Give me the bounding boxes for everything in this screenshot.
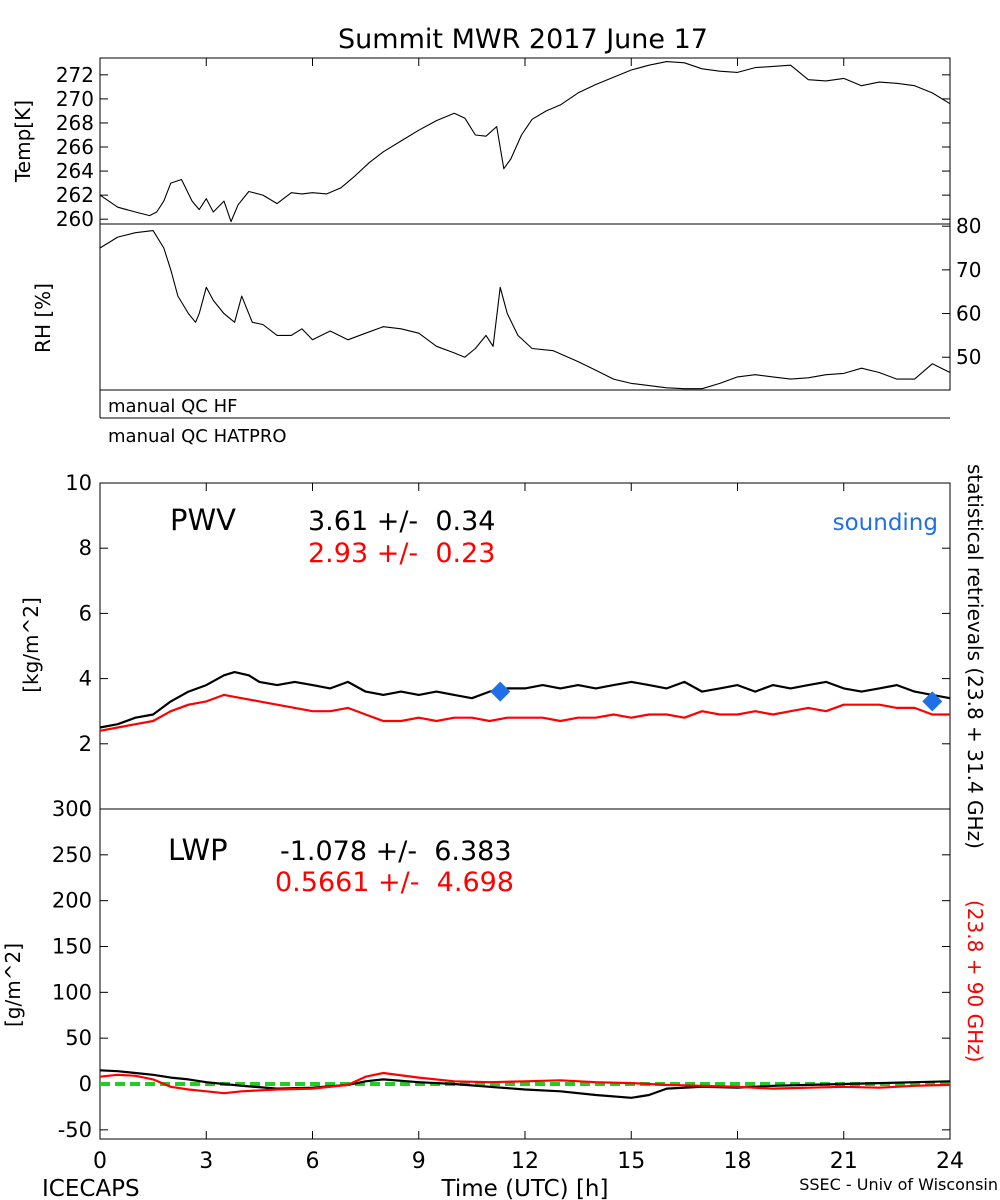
x-tick-label: 9 [412, 1149, 426, 1174]
footer-left: ICECAPS [42, 1176, 140, 1200]
red-series-line [99, 693, 950, 732]
sounding-legend: sounding [833, 510, 938, 536]
y-tick-label: -50 [58, 1118, 92, 1142]
y-tick-label: 50 [956, 345, 981, 369]
lwp-y-label: [g/m^2] [1, 943, 25, 1027]
y-tick-label: 0 [79, 1072, 92, 1096]
x-tick-label: 18 [724, 1149, 752, 1174]
qc-hf-label: manual QC HF [108, 396, 237, 417]
y-tick-label: 0 [79, 797, 92, 821]
x-axis-title: Time (UTC) [h] [441, 1176, 609, 1200]
lwp-y-ticks: -50 0 50 100 150 200 250 300 [52, 797, 950, 1142]
pwv-sounding-markers [490, 681, 943, 712]
rh-series-group [99, 230, 951, 390]
y-tick-label: 70 [956, 258, 981, 282]
y-tick-label: 2 [79, 732, 92, 756]
y-tick-label: 8 [79, 536, 92, 560]
x-tick-label: 3 [199, 1149, 213, 1174]
y-tick-label: 100 [52, 980, 92, 1004]
y-tick-label: 4 [79, 667, 92, 691]
x-tick-label: 0 [93, 1149, 107, 1174]
footer-right: SSEC - Univ of Wisconsin [799, 1175, 998, 1194]
rh-frame [99, 223, 951, 391]
black-series-line [99, 1069, 951, 1099]
side-label-red: (23.8 + 90 GHz) [963, 900, 987, 1062]
black-series-line [99, 671, 951, 729]
y-tick-label: 200 [52, 889, 92, 913]
y-tick-label: 270 [56, 87, 94, 111]
qc-hatpro-label: manual QC HATPRO [108, 426, 287, 447]
x-tick-label: 24 [936, 1149, 964, 1174]
x-axis-ticks: 0 3 6 9 12 15 18 21 24 [93, 58, 964, 1174]
temp-series-group [99, 61, 951, 223]
rh-y-label: RH [%] [31, 283, 55, 353]
y-tick-label: 264 [56, 159, 94, 183]
lwp-red-stat: 0.5661 +/- 4.698 [275, 867, 514, 898]
black-series-line [99, 230, 951, 390]
chart-title: Summit MWR 2017 June 17 [338, 24, 708, 55]
sounding-marker [922, 691, 943, 712]
y-tick-label: 150 [52, 935, 92, 959]
lwp-black-stat: -1.078 +/- 6.383 [280, 836, 512, 867]
black-series-line [99, 61, 951, 223]
pwv-y-label: [kg/m^2] [19, 597, 43, 693]
y-tick-label: 266 [56, 135, 94, 159]
pwv-panel: 0 2 4 6 8 10 [kg/m^2] PWV 3.61 +/- 0.34 2.93 … [19, 471, 951, 821]
side-label-black: statistical retrievals (23.8 + 31.4 GHz) [963, 464, 987, 849]
y-tick-label: 80 [956, 214, 981, 238]
y-tick-label: 268 [56, 111, 94, 135]
y-tick-label: 50 [65, 1026, 92, 1050]
x-tick-label: 6 [306, 1149, 320, 1174]
y-tick-label: 260 [56, 207, 94, 231]
qc-area: manual QC HF manual QC HATPRO [99, 390, 950, 447]
temp-frame [99, 57, 951, 225]
y-tick-label: 262 [56, 183, 94, 207]
lwp-panel: -50 0 50 100 150 200 250 300 [g/m^2] LWP -1.078… [1, 797, 951, 1142]
y-tick-label: 272 [56, 63, 94, 87]
lwp-var-name: LWP [168, 833, 228, 867]
red-series-line [99, 1071, 951, 1095]
x-tick-label: 21 [830, 1149, 858, 1174]
pwv-red-stat: 2.93 +/- 0.23 [308, 538, 495, 569]
x-tick-label: 15 [617, 1149, 645, 1174]
sounding-marker [490, 681, 511, 702]
pwv-var-name: PWV [170, 503, 236, 537]
y-tick-label: 6 [79, 601, 92, 625]
y-tick-label: 60 [956, 302, 981, 326]
x-tick-label: 12 [511, 1149, 539, 1174]
rh-y-ticks: 50 60 70 80 [942, 214, 981, 369]
rh-panel: 50 60 70 80 RH [%] [31, 214, 981, 391]
y-tick-label: 300 [52, 797, 92, 821]
y-tick-label: 250 [52, 843, 92, 867]
pwv-black-stat: 3.61 +/- 0.34 [308, 506, 495, 537]
lwp-series-group [99, 1069, 951, 1099]
y-tick-label: 10 [65, 471, 92, 495]
temp-y-label: Temp[K] [11, 100, 35, 183]
pwv-series-group [99, 671, 951, 732]
